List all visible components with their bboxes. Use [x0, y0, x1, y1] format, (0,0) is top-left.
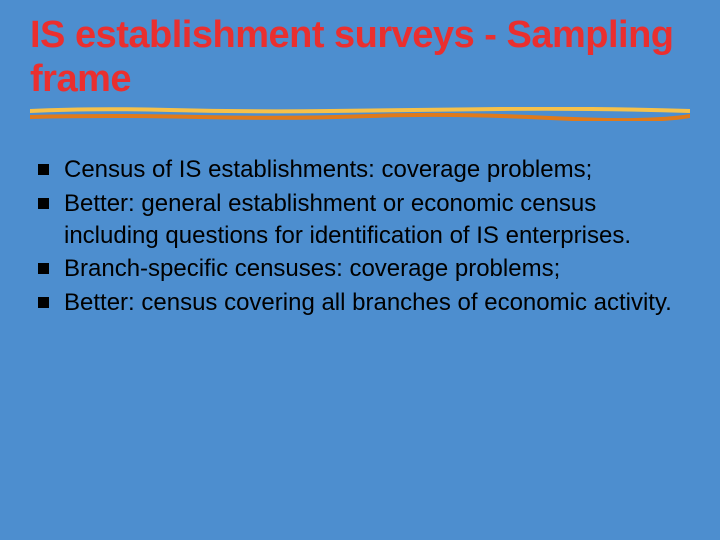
slide-title: IS establishment surveys - Sampling fram…: [30, 14, 690, 101]
list-item: Better: census covering all branches of …: [34, 287, 690, 319]
list-item: Better: general establishment or economi…: [34, 188, 690, 251]
underline-bottom-stroke: [30, 115, 690, 120]
list-item: Census of IS establishments: coverage pr…: [34, 154, 690, 186]
underline-top-stroke: [30, 109, 690, 112]
slide: IS establishment surveys - Sampling fram…: [0, 0, 720, 540]
list-item: Branch-specific censuses: coverage probl…: [34, 253, 690, 285]
bullet-list: Census of IS establishments: coverage pr…: [30, 154, 690, 318]
title-underline: [30, 107, 690, 121]
